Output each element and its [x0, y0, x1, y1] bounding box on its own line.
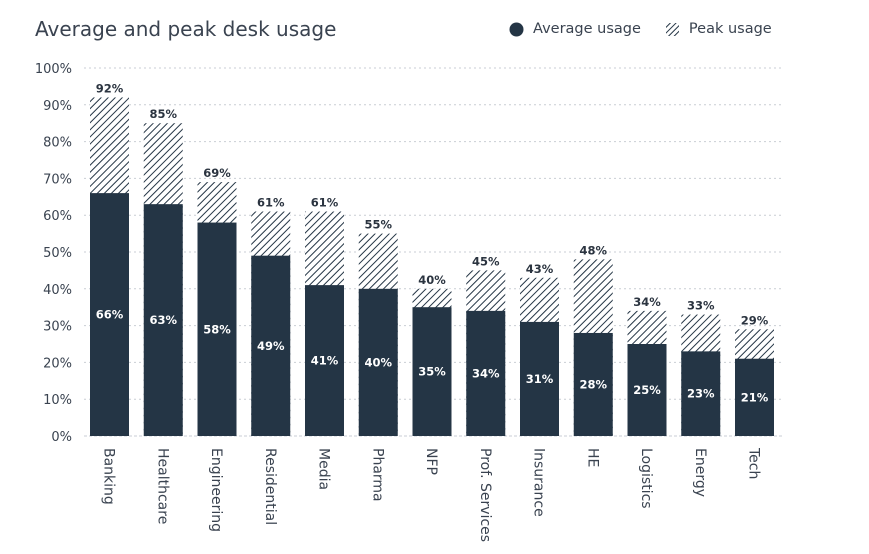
y-tick-label: 0%: [51, 430, 72, 445]
data-label-average: 41%: [311, 354, 339, 368]
legend-item-peak: Peak usage: [665, 21, 772, 37]
y-tick-label: 20%: [43, 356, 72, 371]
legend-label-peak: Peak usage: [688, 21, 772, 37]
bar-average: [573, 332, 613, 436]
x-tick-label: Healthcare: [154, 448, 170, 524]
data-label-average: 66%: [96, 308, 124, 322]
data-label-peak: 69%: [203, 166, 231, 180]
bar-average: [90, 193, 129, 436]
x-tick-label: Insurance: [531, 448, 547, 517]
y-tick-label: 60%: [43, 209, 72, 224]
x-tick-label: HE: [584, 448, 600, 467]
bar-average: [681, 351, 721, 436]
y-tick-label: 100%: [35, 62, 72, 77]
bar-average: [627, 344, 667, 436]
y-tick-label: 90%: [43, 99, 72, 114]
data-label-average: 21%: [741, 390, 769, 404]
legend-label-average: Average usage: [533, 21, 641, 37]
data-label-peak: 92%: [96, 81, 124, 95]
x-tick-label: Energy: [692, 448, 708, 497]
y-tick-label: 80%: [43, 136, 72, 151]
data-label-average: 58%: [203, 322, 231, 336]
x-tick-label: Tech: [746, 447, 762, 479]
data-label-average: 28%: [579, 377, 607, 391]
chart-title: Average and peak desk usage: [35, 17, 337, 41]
legend: Average usage Peak usage: [509, 21, 796, 37]
data-label-peak: 33%: [687, 299, 715, 313]
x-tick-label: NFP: [423, 448, 439, 475]
data-label-average: 63%: [149, 313, 177, 327]
data-label-peak: 61%: [257, 196, 285, 210]
x-tick-label: Banking: [101, 448, 117, 505]
x-tick-label: Pharma: [369, 448, 385, 502]
x-tick-label: Prof. Services: [477, 448, 493, 542]
data-label-average: 23%: [687, 387, 715, 401]
x-tick-label: Media: [316, 448, 332, 490]
bar-average: [197, 222, 237, 436]
bar-average: [251, 255, 291, 436]
x-tick-label: Residential: [262, 448, 278, 525]
x-tick-label: Logistics: [638, 448, 654, 509]
bar-average: [466, 310, 506, 436]
y-tick-label: 40%: [43, 283, 72, 298]
data-label-average: 49%: [257, 339, 285, 353]
legend-item-average: Average usage: [509, 21, 641, 37]
data-label-peak: 45%: [472, 254, 500, 268]
x-tick-label: Engineering: [208, 448, 224, 532]
data-label-average: 25%: [633, 383, 661, 397]
legend-swatch-peak: [665, 22, 679, 36]
y-tick-label: 10%: [43, 393, 72, 408]
bar-average: [412, 307, 452, 436]
data-label-peak: 61%: [311, 196, 339, 210]
data-label-peak: 48%: [579, 243, 607, 257]
data-label-peak: 55%: [364, 218, 392, 232]
data-label-peak: 43%: [526, 262, 554, 276]
data-label-average: 40%: [364, 355, 392, 369]
data-label-peak: 29%: [741, 313, 769, 327]
y-tick-label: 50%: [43, 246, 72, 261]
bar-average: [520, 321, 559, 436]
data-label-average: 35%: [418, 365, 446, 379]
data-label-peak: 34%: [633, 295, 661, 309]
data-label-average: 34%: [472, 366, 500, 380]
legend-swatch-average: [509, 22, 524, 36]
y-tick-label: 70%: [43, 172, 72, 187]
data-label-average: 31%: [526, 372, 554, 386]
data-label-peak: 40%: [418, 273, 446, 287]
data-label-peak: 85%: [149, 107, 177, 121]
bar-average: [305, 285, 344, 436]
y-tick-label: 30%: [43, 320, 72, 335]
bar-average: [143, 204, 183, 436]
bar-average: [735, 358, 774, 436]
bar-average: [358, 288, 398, 436]
